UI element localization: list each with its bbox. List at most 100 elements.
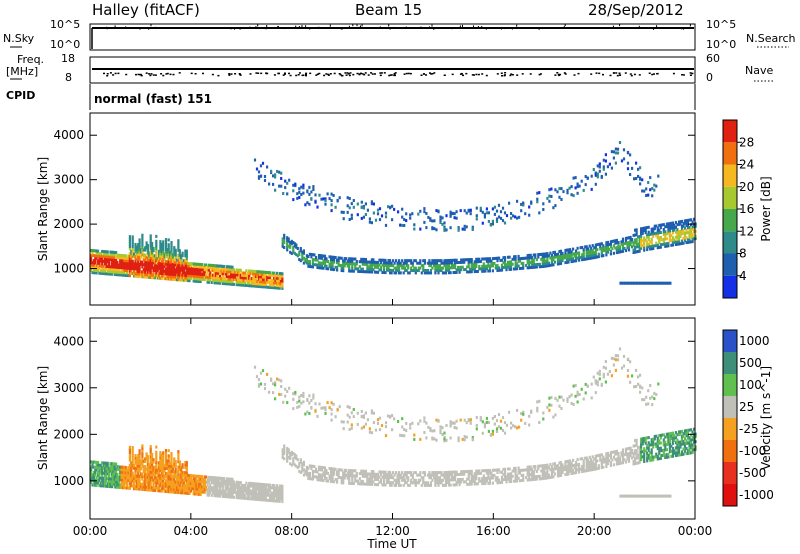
power-cell <box>581 258 584 262</box>
velocity-cell <box>195 490 198 493</box>
power-cell <box>351 267 354 271</box>
power-cell <box>488 257 491 261</box>
power-cell <box>653 227 656 231</box>
velocity-cell <box>191 474 194 478</box>
velocity-cell <box>188 484 191 488</box>
nave-point <box>651 73 654 76</box>
power-cell <box>556 260 560 263</box>
velocity-cell <box>267 486 270 490</box>
velocity-cell <box>376 483 380 487</box>
power-cell <box>514 260 517 263</box>
power-cell <box>655 231 658 235</box>
power-cell <box>128 240 131 243</box>
power-cell <box>241 278 244 282</box>
power-cell <box>202 265 205 269</box>
velocity-cell <box>176 470 179 474</box>
velocity-cell <box>541 464 544 468</box>
power-cell <box>575 256 578 260</box>
power-cell <box>166 255 169 259</box>
power-cell <box>145 275 148 279</box>
velocity-cell <box>148 485 151 489</box>
velocity-cell <box>133 484 136 488</box>
power-cell <box>389 259 392 263</box>
power-cell <box>382 258 386 262</box>
power-cell <box>293 242 296 246</box>
velocity-cell <box>135 477 138 481</box>
power-cell <box>552 255 555 259</box>
power-cell <box>585 255 588 258</box>
power-cell <box>491 262 494 265</box>
velocity-cell <box>299 460 302 464</box>
velocity-cell <box>497 478 501 482</box>
velocity-cell <box>127 468 130 472</box>
velocity-cell <box>438 478 442 482</box>
velocity-cell <box>343 476 346 480</box>
velocity-cell <box>228 495 231 499</box>
velocity-cell <box>188 489 191 493</box>
power-cell <box>195 270 198 273</box>
velocity-cell <box>508 477 511 481</box>
power-cell <box>146 270 149 274</box>
power-cell <box>460 265 463 269</box>
power-cell <box>120 268 123 272</box>
power-cell <box>640 234 643 238</box>
velocity-cell <box>138 467 141 471</box>
power-cell <box>134 242 137 246</box>
power-cell <box>463 227 466 231</box>
nave-point <box>234 73 237 75</box>
velocity-cell <box>160 476 163 480</box>
power-cell <box>423 210 426 214</box>
power-cell <box>310 265 313 269</box>
velocity-cell <box>494 468 497 472</box>
velocity-cell <box>171 467 174 471</box>
power-cell <box>323 257 327 261</box>
power-cell <box>153 261 156 265</box>
power-cell <box>249 284 252 288</box>
velocity-cell <box>446 473 449 477</box>
velocity-cell <box>543 466 546 470</box>
velocity-cell <box>517 471 520 475</box>
power-cell <box>602 158 605 162</box>
velocity-cell <box>160 466 163 470</box>
velocity-cell <box>367 472 370 476</box>
power-cell <box>396 269 399 272</box>
power-cell <box>164 272 168 276</box>
power-cell <box>163 257 166 261</box>
power-cell <box>597 242 600 246</box>
power-cell <box>227 275 230 279</box>
nsky-point <box>360 25 361 28</box>
power-cell <box>653 244 656 248</box>
power-cell <box>413 223 416 227</box>
velocity-cell <box>134 456 137 460</box>
power-cell <box>156 276 159 280</box>
velocity-cell <box>292 462 295 466</box>
power-cell <box>559 249 563 253</box>
power-cell <box>155 271 158 275</box>
velocity-cell <box>259 485 262 489</box>
velocity-cell <box>151 458 154 461</box>
velocity-cell <box>241 496 244 500</box>
power-cell <box>493 205 496 209</box>
nsky-point <box>352 24 354 27</box>
velocity-cell <box>333 470 336 474</box>
power-cell <box>253 274 256 278</box>
power-cell <box>443 225 446 229</box>
velocity-cell <box>460 480 463 484</box>
power-cell <box>662 230 665 234</box>
velocity-cell <box>155 466 158 470</box>
power-cell <box>95 251 98 255</box>
velocity-cell <box>506 472 510 476</box>
power-cell <box>249 272 252 275</box>
power-cell <box>228 282 231 286</box>
power-cell <box>171 265 174 269</box>
velocity-cell <box>151 475 154 479</box>
power-cell <box>590 256 593 260</box>
power-cell <box>196 267 199 271</box>
power-cell <box>398 261 401 265</box>
power-cell <box>566 188 569 192</box>
power-cell <box>178 275 181 279</box>
velocity-cell <box>546 471 549 475</box>
velocity-cell <box>253 495 256 499</box>
velocity-cell <box>420 476 423 480</box>
velocity-cell <box>123 478 126 482</box>
